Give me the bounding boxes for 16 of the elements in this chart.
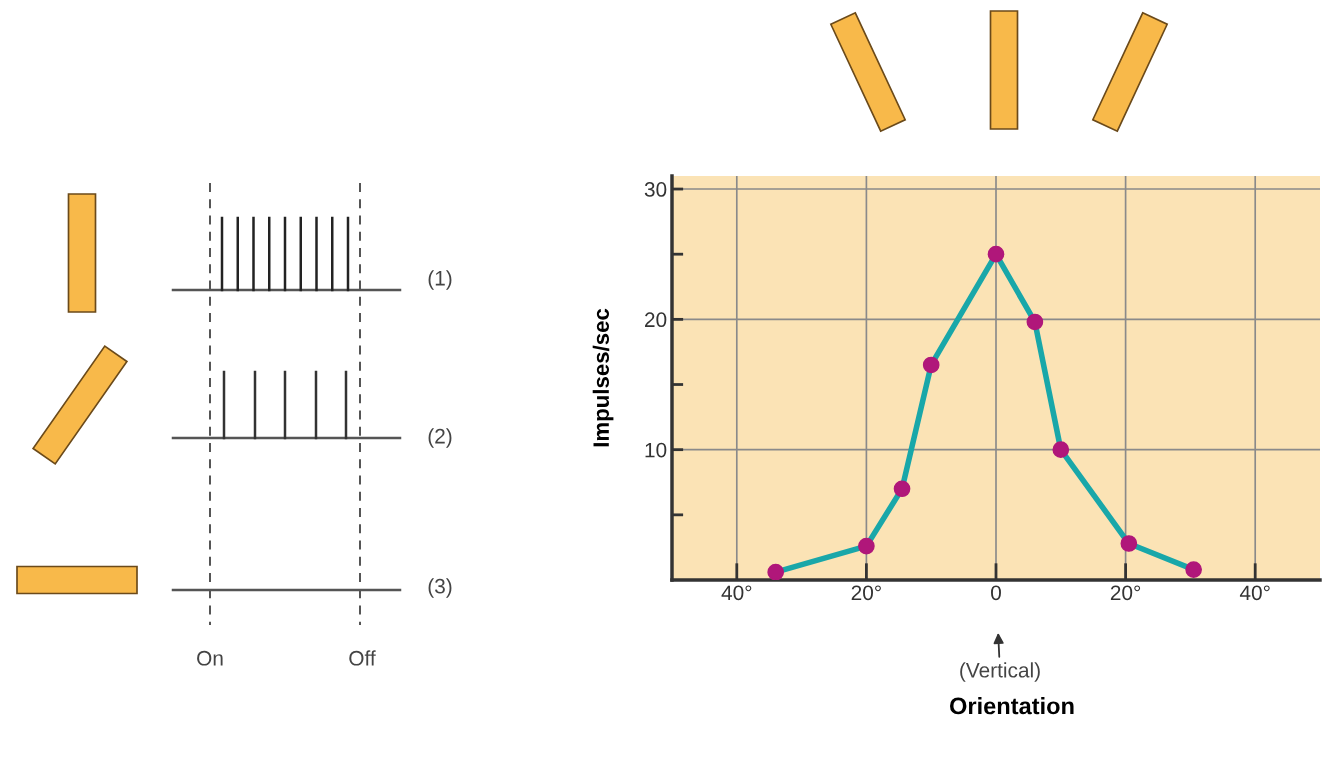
text: Off	[349, 650, 376, 666]
y-tick-label: 30	[644, 182, 667, 197]
text: (3)	[428, 578, 452, 598]
text: (1)	[428, 270, 452, 290]
y-tick-label: 10	[645, 442, 667, 458]
x-tick-label: 0	[991, 585, 1001, 601]
x-tick-label: 20°	[1110, 585, 1141, 601]
x-tick-label: 20°	[851, 585, 881, 601]
y-axis-title: Impulses/sec	[592, 308, 614, 447]
x-axis-title: Orientation	[950, 696, 1074, 715]
y-tick-label: 20	[645, 312, 667, 328]
x-tick-label: 40°	[1239, 585, 1270, 601]
text: (2)	[428, 428, 452, 448]
x-tick-label: 40°	[721, 585, 752, 601]
text: (Vertical)	[960, 662, 1040, 682]
text: On	[197, 650, 223, 666]
